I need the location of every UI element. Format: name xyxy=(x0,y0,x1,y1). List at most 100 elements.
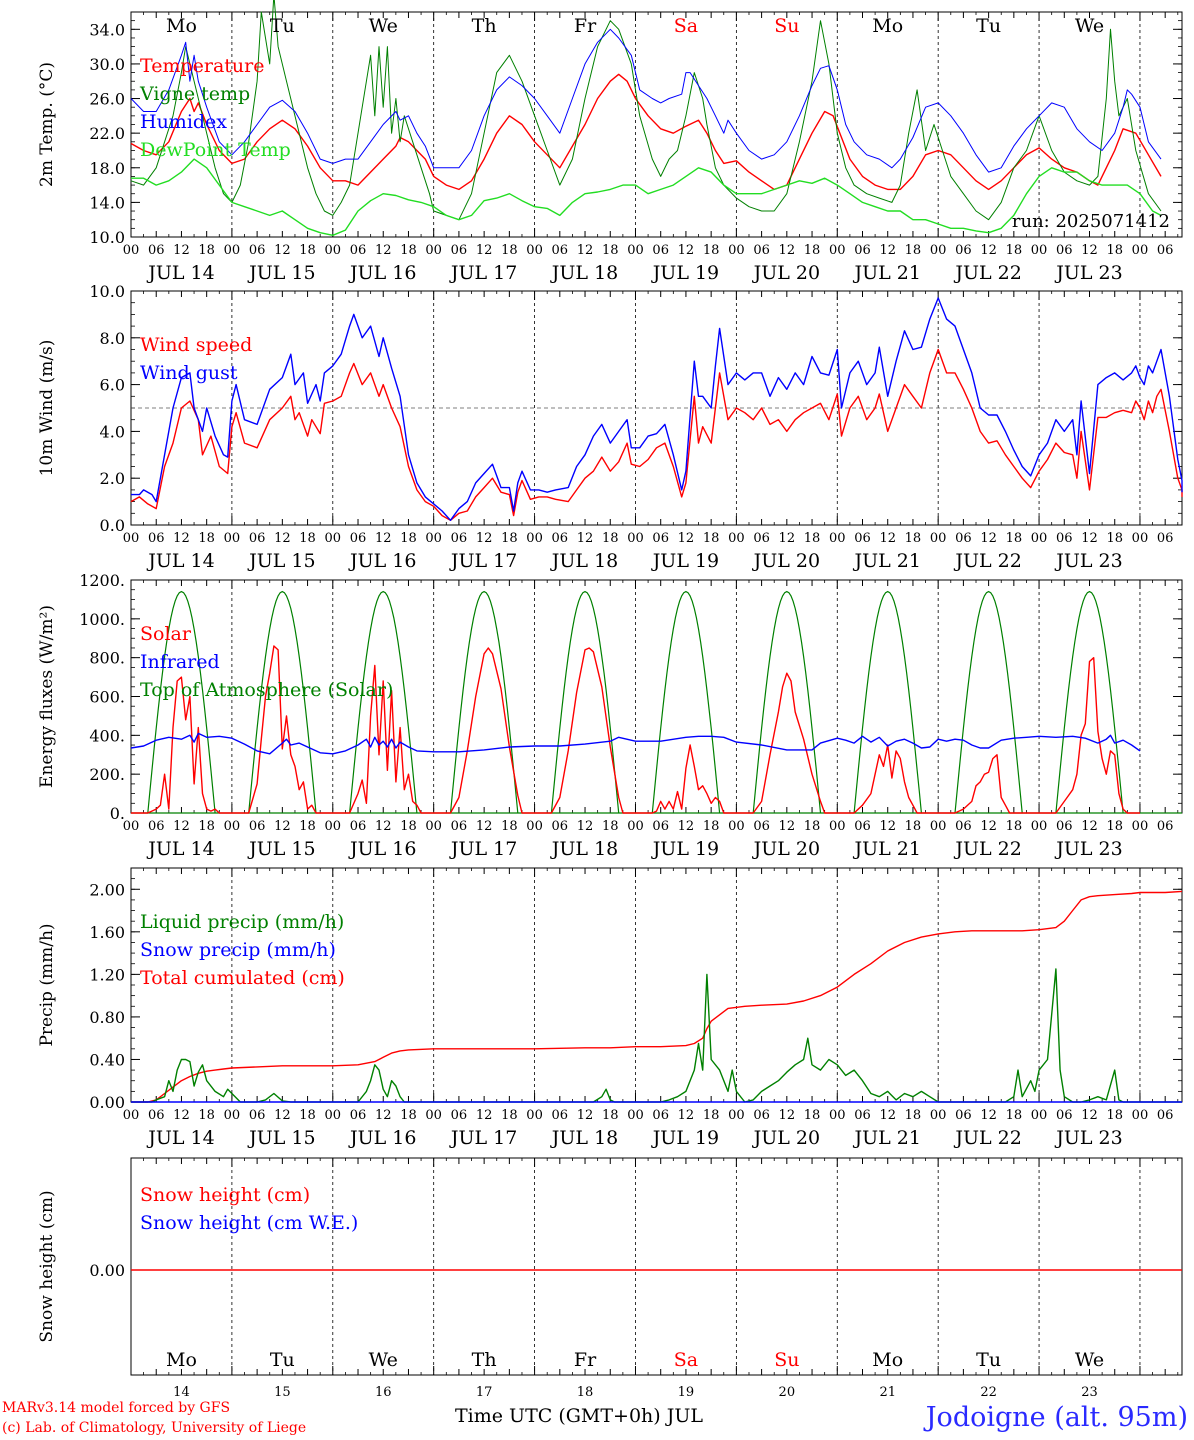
lab-credit: (c) Lab. of Climatology, University of L… xyxy=(2,1420,307,1436)
series-infrared xyxy=(130,732,1141,755)
legend-entry: Wind gust xyxy=(140,362,238,384)
weekday-label: Tu xyxy=(976,1349,1001,1371)
date-label: JUL 21 xyxy=(852,550,920,572)
hour-label: 12 xyxy=(1081,1108,1098,1123)
legend-entry: Vigne temp xyxy=(139,83,250,105)
hour-label: 18 xyxy=(1006,819,1023,834)
hour-label: 12 xyxy=(678,243,695,258)
hour-label: 06 xyxy=(854,819,871,834)
legend-entry: Liquid precip (mm/h) xyxy=(140,911,344,933)
hour-label: 18 xyxy=(602,1108,619,1123)
hour-label: 00 xyxy=(627,819,644,834)
weekday-label: Su xyxy=(774,1349,799,1371)
toa-solar-line xyxy=(752,590,822,814)
date-label: JUL 15 xyxy=(247,1127,315,1149)
hour-label: 06 xyxy=(1157,1108,1174,1123)
series-solar xyxy=(131,645,1140,814)
date-label: JUL 15 xyxy=(247,550,315,572)
series-liquid-precip-mm-h- xyxy=(131,968,1182,1103)
hour-label: 12 xyxy=(678,819,695,834)
temp-panel: 10.0 14.0 18.0 22.0 26.0 30.0 34.0 2m Temp. (°C… xyxy=(37,0,1183,284)
y-axis-title: Energy fluxes (W/m²) xyxy=(37,605,57,788)
hour-label: 18 xyxy=(198,1108,215,1123)
hour-label: 18 xyxy=(1106,243,1123,258)
date-label: JUL 20 xyxy=(752,550,820,572)
hour-label: 12 xyxy=(879,1108,896,1123)
weekday-label: Tu xyxy=(976,15,1001,37)
hour-label: 18 xyxy=(602,531,619,546)
hour-label: 00 xyxy=(1031,819,1048,834)
date-label: JUL 15 xyxy=(247,838,315,860)
date-label: JUL 20 xyxy=(752,838,820,860)
weekday-label: Sa xyxy=(674,1349,698,1371)
y-axis-title: Precip (mm/h) xyxy=(37,923,57,1046)
toa-solar-line xyxy=(449,590,519,814)
hour-label: 12 xyxy=(274,531,291,546)
hour-label: 06 xyxy=(753,531,770,546)
y-tick-label: 0.40 xyxy=(89,1050,125,1069)
hour-label: 18 xyxy=(400,243,417,258)
date-label: JUL 22 xyxy=(953,1127,1021,1149)
weekday-label: We xyxy=(1075,15,1104,37)
hour-label: 00 xyxy=(627,531,644,546)
hour-label: 00 xyxy=(325,1108,342,1123)
date-label: JUL 18 xyxy=(550,838,618,860)
hour-label: 12 xyxy=(577,819,594,834)
hour-label: 00 xyxy=(829,531,846,546)
hour-label: 12 xyxy=(678,1108,695,1123)
y-tick-label: 600. xyxy=(89,688,125,707)
hour-label: 06 xyxy=(249,531,266,546)
hour-label: 00 xyxy=(325,819,342,834)
y-tick-label: 200. xyxy=(89,765,125,784)
hour-label: 06 xyxy=(753,1108,770,1123)
y-tick-label: 0.80 xyxy=(89,1008,125,1027)
y-tick-label: 400. xyxy=(89,726,125,745)
hour-label: 12 xyxy=(980,819,997,834)
hour-label: 00 xyxy=(728,819,745,834)
date-label: JUL 16 xyxy=(348,262,416,284)
hour-label: 18 xyxy=(703,1108,720,1123)
day-number: 22 xyxy=(980,1385,997,1400)
day-number: 18 xyxy=(577,1385,594,1400)
hour-label: 12 xyxy=(476,1108,493,1123)
hour-label: 12 xyxy=(577,1108,594,1123)
y-tick-label: 18.0 xyxy=(89,159,125,178)
weekday-label: Mo xyxy=(872,15,903,37)
hour-label: 06 xyxy=(148,243,165,258)
hour-label: 00 xyxy=(829,243,846,258)
hour-label: 00 xyxy=(123,1108,140,1123)
date-label: JUL 20 xyxy=(752,262,820,284)
hour-label: 00 xyxy=(224,531,241,546)
hour-label: 18 xyxy=(1006,531,1023,546)
hour-label: 06 xyxy=(955,1108,972,1123)
hour-label: 06 xyxy=(451,243,468,258)
hour-label: 18 xyxy=(299,1108,316,1123)
hour-label: 00 xyxy=(728,1108,745,1123)
hour-label: 12 xyxy=(879,531,896,546)
weekday-label: Su xyxy=(774,15,799,37)
hour-label: 00 xyxy=(123,531,140,546)
hour-label: 12 xyxy=(274,1108,291,1123)
hour-label: 06 xyxy=(451,1108,468,1123)
wind-panel: 0.0 2.0 4.0 6.0 8.0 10.0 10m Wind (m/s) Wind sp… xyxy=(37,282,1183,572)
hour-label: 00 xyxy=(728,531,745,546)
hour-label: 06 xyxy=(249,243,266,258)
hour-label: 06 xyxy=(753,819,770,834)
hour-label: 18 xyxy=(905,243,922,258)
hour-label: 12 xyxy=(375,531,392,546)
hour-label: 18 xyxy=(804,1108,821,1123)
hour-label: 18 xyxy=(905,1108,922,1123)
hour-label: 00 xyxy=(526,819,543,834)
y-tick-label: 0.00 xyxy=(89,1261,125,1280)
weekday-label: Th xyxy=(472,1349,497,1371)
hour-label: 00 xyxy=(1031,531,1048,546)
snow-frame xyxy=(130,1157,1183,1376)
hour-label: 18 xyxy=(703,819,720,834)
date-label: JUL 23 xyxy=(1054,262,1122,284)
y-tick-label: 1.60 xyxy=(89,923,125,942)
hour-label: 00 xyxy=(930,1108,947,1123)
hour-label: 00 xyxy=(1132,1108,1149,1123)
weekday-label: Th xyxy=(472,15,497,37)
y-tick-label: 1.20 xyxy=(89,965,125,984)
weekday-label: Fr xyxy=(574,15,597,37)
